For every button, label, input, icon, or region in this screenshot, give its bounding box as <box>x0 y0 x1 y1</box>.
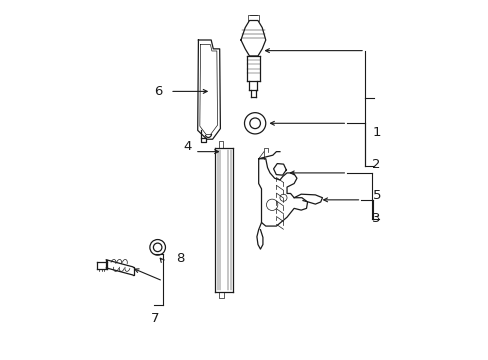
Text: 8: 8 <box>176 252 184 265</box>
Circle shape <box>279 194 286 201</box>
Circle shape <box>249 118 260 129</box>
Circle shape <box>153 243 162 252</box>
Text: 4: 4 <box>183 140 192 153</box>
Text: 2: 2 <box>372 158 380 171</box>
Text: 3: 3 <box>372 212 380 225</box>
Circle shape <box>149 239 165 255</box>
Text: 7: 7 <box>151 312 159 325</box>
Circle shape <box>244 113 265 134</box>
Circle shape <box>266 199 277 211</box>
Text: 6: 6 <box>154 85 163 98</box>
Text: 5: 5 <box>372 189 380 202</box>
Text: 1: 1 <box>372 126 380 139</box>
